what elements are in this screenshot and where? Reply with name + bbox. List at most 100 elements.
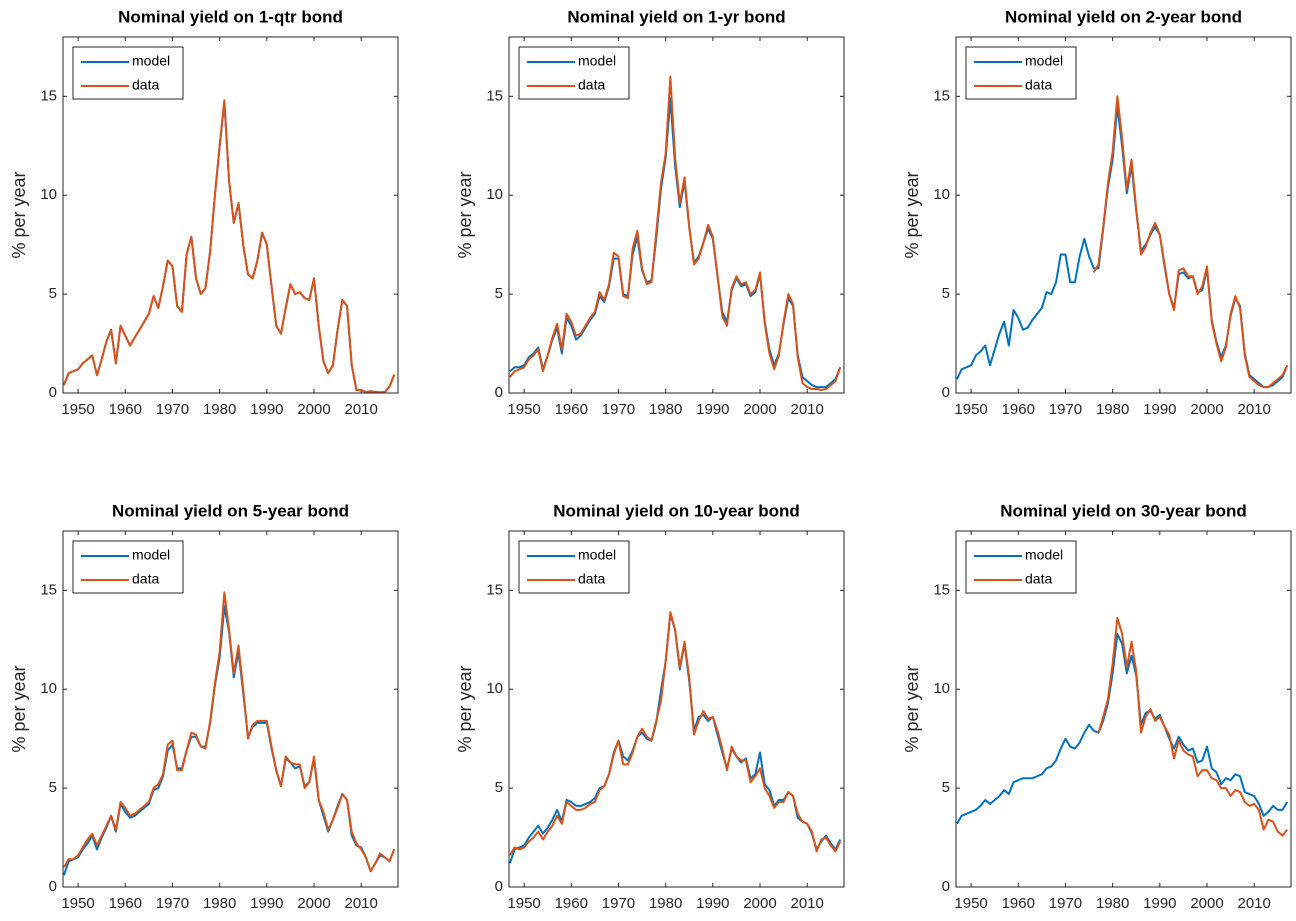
x-tick-label: 1960	[109, 895, 142, 912]
legend-label: model	[1025, 547, 1063, 563]
chart-title: Nominal yield on 30-year bond	[1000, 501, 1247, 520]
x-tick-label: 1980	[203, 895, 236, 912]
legend-label: model	[578, 53, 616, 69]
y-tick-label: 5	[49, 779, 57, 796]
x-tick-label: 2010	[1238, 895, 1271, 912]
x-tick-label: 2000	[1190, 895, 1223, 912]
y-tick-label: 0	[942, 878, 950, 895]
x-tick-label: 1990	[696, 895, 729, 912]
y-axis-label: % per year	[9, 171, 29, 258]
x-tick-label: 1950	[954, 895, 987, 912]
x-tick-label: 2010	[345, 401, 378, 418]
x-tick-label: 2000	[743, 401, 776, 418]
chart-title: Nominal yield on 1-yr bond	[567, 7, 785, 26]
legend-label: data	[1025, 77, 1052, 93]
legend-box	[72, 540, 184, 594]
legend-label: model	[132, 547, 170, 563]
x-tick-label: 2000	[743, 895, 776, 912]
x-tick-label: 1990	[250, 401, 283, 418]
subplot: Nominal yield on 1-qtr bond % per year 0 5 1…	[9, 7, 399, 418]
y-tick-label: 5	[942, 779, 950, 796]
series-line	[1092, 95, 1289, 389]
legend-box	[518, 540, 630, 594]
legend-box	[72, 46, 184, 100]
y-tick-label: 0	[495, 878, 503, 895]
y-tick-label: 0	[942, 384, 950, 401]
x-tick-label: 1970	[602, 895, 635, 912]
x-tick-label: 1980	[203, 401, 236, 418]
x-tick-label: 1960	[555, 895, 588, 912]
x-tick-label: 1960	[1002, 895, 1035, 912]
series-line	[509, 75, 842, 392]
y-axis-label: % per year	[902, 171, 922, 258]
y-tick-label: 15	[40, 581, 57, 598]
x-tick-label: 1960	[109, 401, 142, 418]
x-tick-label: 1970	[1049, 401, 1082, 418]
axes-frame	[955, 530, 1292, 888]
x-tick-label: 1970	[156, 895, 189, 912]
x-tick-label: 1970	[1049, 895, 1082, 912]
subplot: Nominal yield on 10-year bond % per year 0…	[455, 501, 845, 912]
series-line	[1097, 617, 1289, 837]
series-line	[63, 99, 396, 393]
x-tick-label: 1950	[61, 401, 94, 418]
chart-title: Nominal yield on 1-qtr bond	[118, 7, 343, 26]
legend-label: data	[132, 571, 159, 587]
x-tick-label: 2010	[791, 401, 824, 418]
y-axis-label: % per year	[455, 171, 475, 258]
x-tick-label: 2000	[297, 401, 330, 418]
chart-title: Nominal yield on 5-year bond	[112, 501, 349, 520]
y-tick-label: 5	[942, 285, 950, 302]
x-tick-label: 1980	[649, 895, 682, 912]
axes-frame	[508, 36, 845, 394]
legend-box	[518, 46, 630, 100]
axes-frame	[508, 530, 845, 888]
subplot: Nominal yield on 5-year bond % per year 0 5…	[9, 501, 399, 912]
series-line	[509, 611, 842, 856]
chart-title: Nominal yield on 10-year bond	[553, 501, 800, 520]
subplot: Nominal yield on 2-year bond % per year 0 5…	[902, 7, 1292, 418]
x-tick-label: 1990	[250, 895, 283, 912]
x-tick-label: 1980	[1096, 895, 1129, 912]
y-tick-label: 0	[49, 384, 57, 401]
y-tick-label: 10	[40, 186, 57, 203]
x-tick-label: 2010	[791, 895, 824, 912]
series-line	[956, 632, 1289, 825]
legend-box	[965, 46, 1077, 100]
y-tick-label: 5	[495, 285, 503, 302]
y-axis-label: % per year	[455, 665, 475, 752]
legend-label: data	[1025, 571, 1052, 587]
series-line	[63, 591, 396, 873]
legend-label: model	[1025, 53, 1063, 69]
x-tick-label: 2010	[1238, 401, 1271, 418]
y-tick-label: 15	[933, 581, 950, 598]
legend-label: model	[132, 53, 170, 69]
y-tick-label: 0	[49, 878, 57, 895]
legend-box	[965, 540, 1077, 594]
y-tick-label: 15	[933, 87, 950, 104]
y-tick-label: 15	[486, 87, 503, 104]
x-tick-label: 2010	[345, 895, 378, 912]
subplot: Nominal yield on 1-yr bond % per year 0 5 10…	[455, 7, 845, 418]
axes-frame	[62, 36, 399, 394]
x-tick-label: 1980	[649, 401, 682, 418]
x-tick-label: 1990	[1143, 401, 1176, 418]
x-tick-label: 1960	[555, 401, 588, 418]
y-tick-label: 5	[495, 779, 503, 796]
x-tick-label: 1970	[602, 401, 635, 418]
axes-frame	[955, 36, 1292, 394]
x-tick-label: 1950	[507, 401, 540, 418]
y-axis-label: % per year	[902, 665, 922, 752]
x-tick-label: 1950	[507, 895, 540, 912]
y-tick-label: 0	[495, 384, 503, 401]
x-tick-label: 1980	[1096, 401, 1129, 418]
y-tick-label: 10	[933, 186, 950, 203]
legend-label: data	[578, 571, 605, 587]
y-tick-label: 10	[40, 680, 57, 697]
chart-title: Nominal yield on 2-year bond	[1005, 7, 1242, 26]
legend-label: model	[578, 547, 616, 563]
x-tick-label: 1990	[696, 401, 729, 418]
y-tick-label: 10	[486, 680, 503, 697]
y-tick-label: 5	[49, 285, 57, 302]
